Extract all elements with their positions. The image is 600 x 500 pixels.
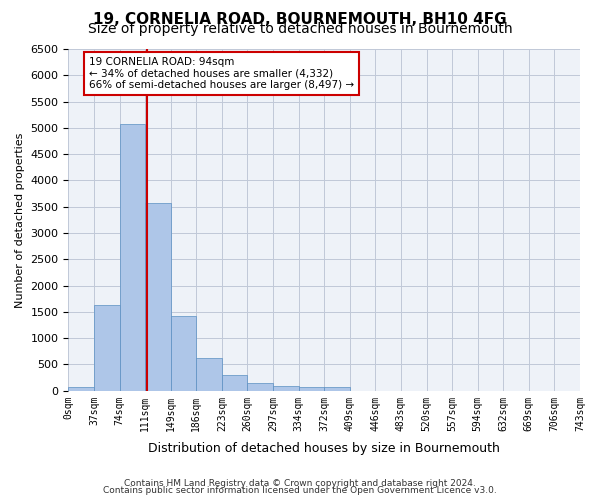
Bar (324, 387, 350, 391)
Y-axis label: Number of detached properties: Number of detached properties (15, 132, 25, 308)
Bar (145, 203, 171, 391)
Bar (299, 387, 324, 391)
Text: Contains public sector information licensed under the Open Government Licence v3: Contains public sector information licen… (103, 486, 497, 495)
Text: 19, CORNELIA ROAD, BOURNEMOUTH, BH10 4FG: 19, CORNELIA ROAD, BOURNEMOUTH, BH10 4FG (93, 12, 507, 28)
Bar (68, 387, 94, 391)
Bar (222, 375, 247, 391)
Bar (247, 383, 273, 391)
Bar (273, 386, 299, 391)
Bar (196, 358, 222, 391)
Bar (94, 306, 119, 391)
Bar (171, 316, 196, 391)
Text: Contains HM Land Registry data © Crown copyright and database right 2024.: Contains HM Land Registry data © Crown c… (124, 478, 476, 488)
Text: Size of property relative to detached houses in Bournemouth: Size of property relative to detached ho… (88, 22, 512, 36)
X-axis label: Distribution of detached houses by size in Bournemouth: Distribution of detached houses by size … (148, 442, 500, 455)
Bar (119, 124, 145, 391)
Text: 19 CORNELIA ROAD: 94sqm
← 34% of detached houses are smaller (4,332)
66% of semi: 19 CORNELIA ROAD: 94sqm ← 34% of detache… (89, 57, 354, 90)
